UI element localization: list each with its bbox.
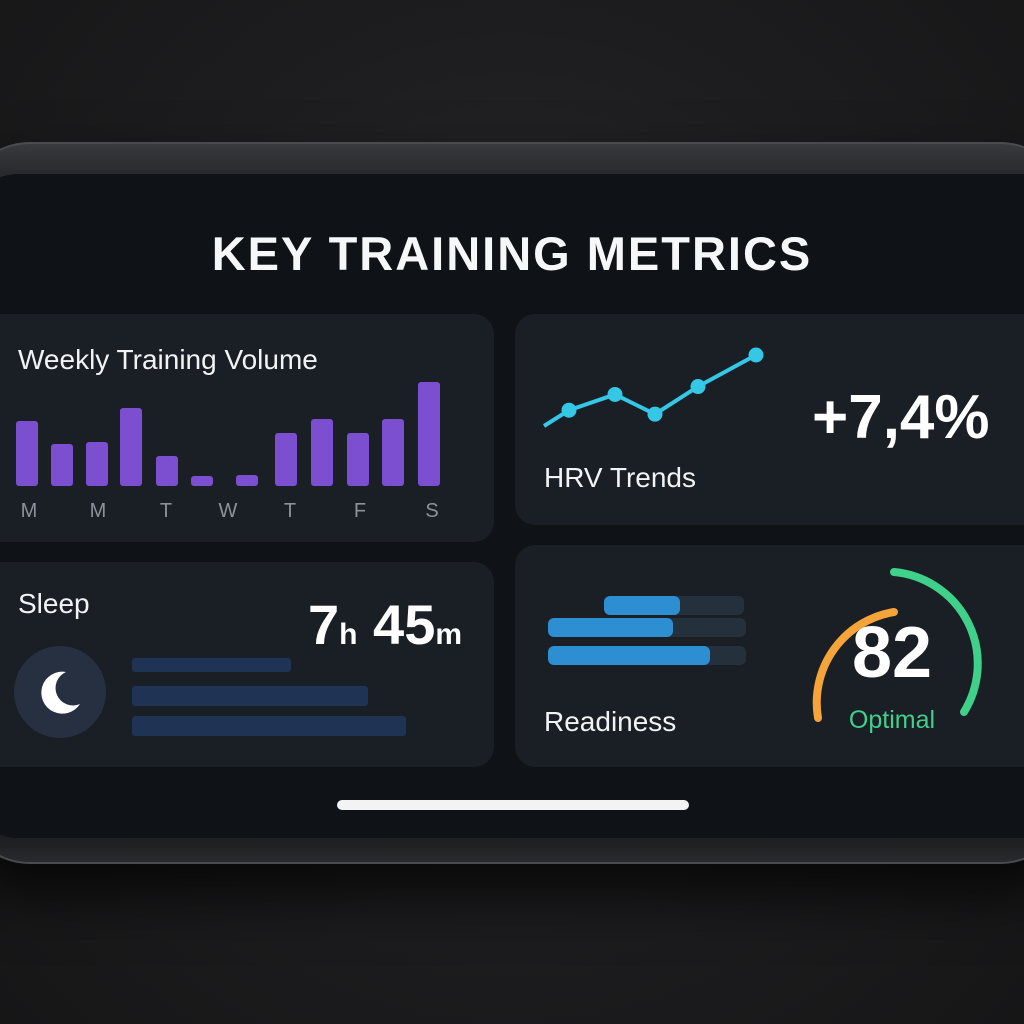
volume-bar xyxy=(120,408,142,486)
moon-icon xyxy=(14,646,106,738)
readiness-status: Optimal xyxy=(848,706,936,734)
hrv-label: HRV Trends xyxy=(544,462,696,493)
weekly-volume-card[interactable] xyxy=(0,314,494,542)
gauge-arc-orange xyxy=(812,608,898,722)
sleep-minutes-unit: m xyxy=(435,618,463,651)
hrv-trend-chart xyxy=(542,347,764,428)
volume-bar xyxy=(191,476,213,486)
day-label: F xyxy=(353,500,367,522)
day-label: T xyxy=(159,500,173,522)
hrv-point xyxy=(647,406,663,422)
sleep-minutes: 45 xyxy=(373,593,436,656)
volume-bar xyxy=(382,419,404,486)
readiness-bar-fill xyxy=(604,596,680,615)
page-title: KEY TRAINING METRICS xyxy=(211,227,813,280)
volume-bar xyxy=(418,382,440,486)
day-label: M xyxy=(89,500,107,522)
hrv-point xyxy=(607,386,623,402)
hrv-point xyxy=(690,379,706,395)
hrv-change-value: +7,4% xyxy=(812,383,990,452)
weekly-volume-chart xyxy=(16,376,446,486)
volume-bar xyxy=(16,421,38,486)
readiness-bar-track xyxy=(548,618,746,637)
volume-bar xyxy=(51,444,73,486)
weekly-volume-label: Weekly Training Volume xyxy=(18,344,318,375)
day-label: M xyxy=(20,500,38,522)
sleep-stage-bar xyxy=(132,658,291,672)
sleep-label: Sleep xyxy=(18,588,90,619)
sleep-hours: 7 xyxy=(308,593,340,656)
day-label: W xyxy=(218,500,238,522)
home-indicator[interactable] xyxy=(337,800,689,810)
day-label: S xyxy=(425,500,439,522)
sleep-hours-unit: h xyxy=(339,618,358,651)
sleep-stage-bar xyxy=(132,686,368,706)
readiness-label: Readiness xyxy=(544,706,677,737)
sleep-duration: 7h 45m xyxy=(308,592,462,657)
readiness-bar-track xyxy=(604,596,744,615)
day-label: T xyxy=(283,500,297,522)
readiness-bar-fill xyxy=(548,646,710,665)
readiness-bar-track xyxy=(548,646,746,665)
hrv-point xyxy=(561,402,577,418)
sleep-stage-bar xyxy=(132,716,406,736)
volume-bar xyxy=(347,433,369,486)
volume-bar xyxy=(236,475,258,486)
readiness-score: 82 xyxy=(851,613,933,693)
volume-bar xyxy=(156,456,178,486)
readiness-gauge xyxy=(812,568,982,722)
hrv-point xyxy=(748,347,764,363)
volume-bar xyxy=(275,433,297,486)
volume-bar xyxy=(311,419,333,486)
gauge-arc-green xyxy=(890,568,982,716)
hrv-card[interactable] xyxy=(515,314,1024,525)
readiness-bar-fill xyxy=(548,618,673,637)
volume-bar xyxy=(86,442,108,486)
